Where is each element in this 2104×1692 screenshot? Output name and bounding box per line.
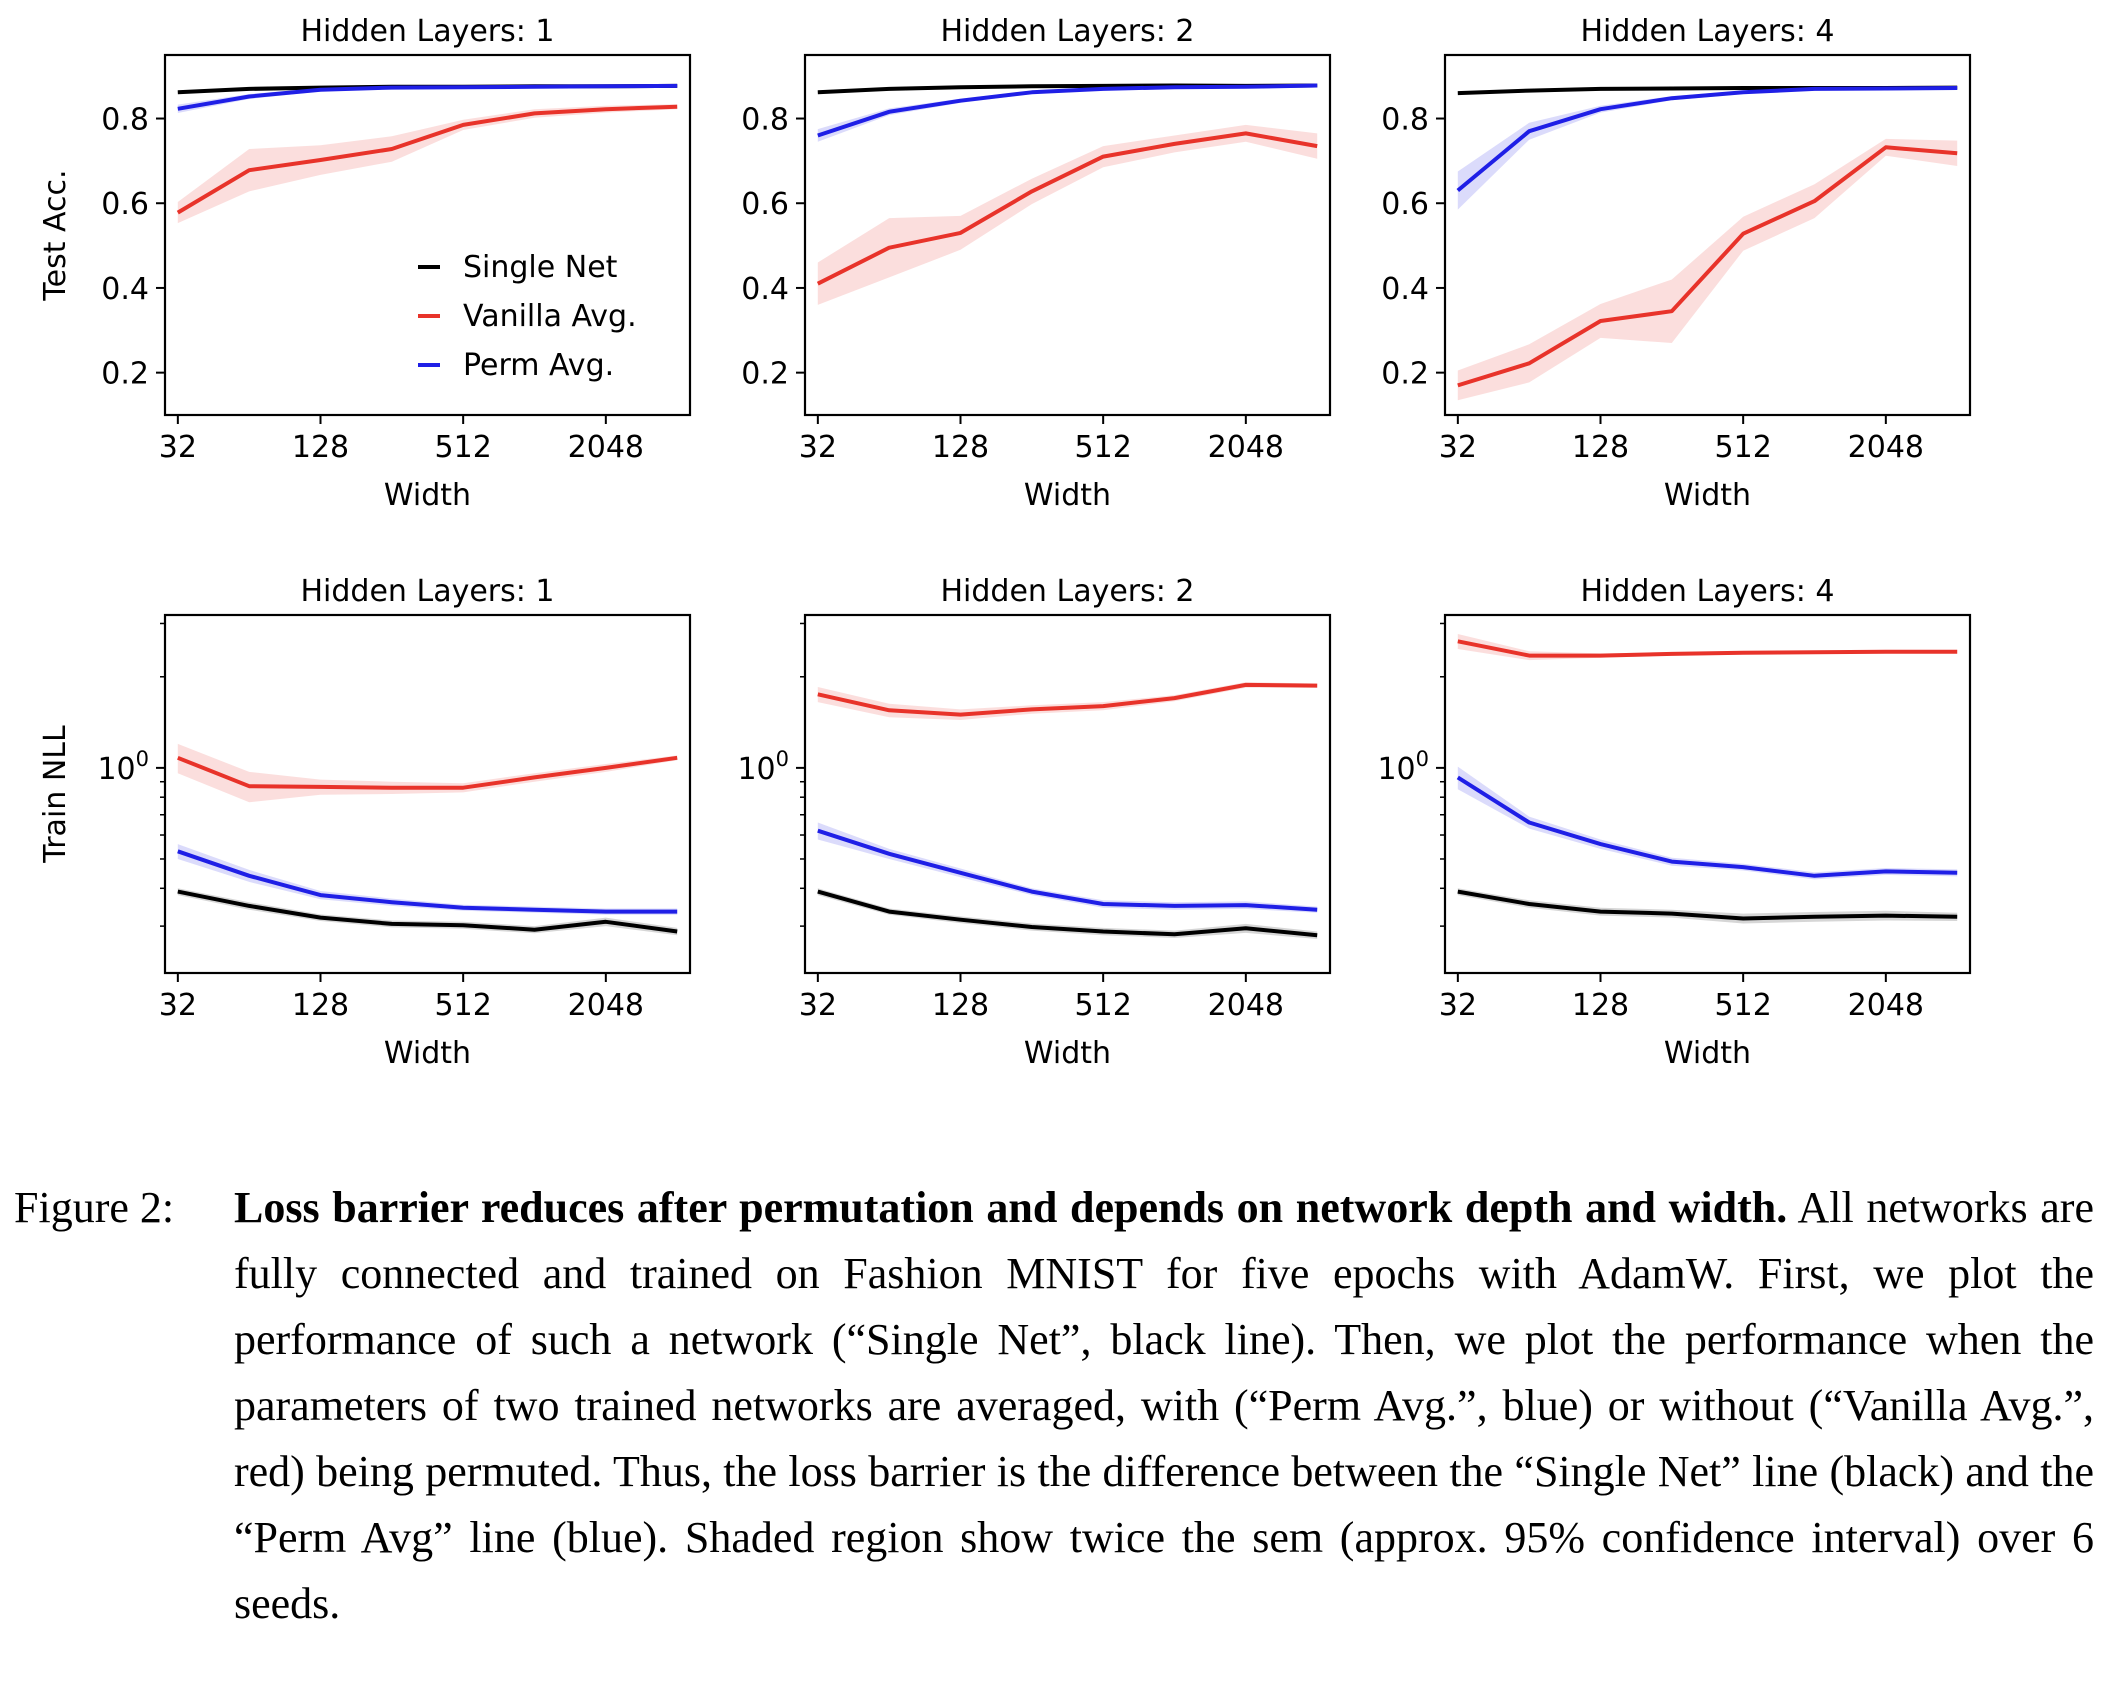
panel-title: Hidden Layers: 2 <box>941 574 1195 609</box>
x-axis-label: Width <box>1024 478 1111 513</box>
x-tick-label: 128 <box>932 988 989 1023</box>
band-vanilla-avg <box>177 743 678 803</box>
x-axis-label: Width <box>1664 478 1751 513</box>
panel-title: Hidden Layers: 2 <box>941 14 1195 49</box>
x-tick-label: 2048 <box>1848 430 1924 465</box>
legend-label: Perm Avg. <box>463 348 614 383</box>
y-tick-label: 0.4 <box>1381 272 1429 307</box>
panel-1: Hidden Layers: 1 32 128 512 2048 Width 0.2 0.4 0… <box>38 14 692 513</box>
y-tick-label: 0.2 <box>1381 357 1429 392</box>
y-axis-label: Train NLL <box>38 725 73 864</box>
x-tick-label: 2048 <box>568 430 644 465</box>
panel-title: Hidden Layers: 1 <box>301 574 555 609</box>
line-perm-avg <box>177 83 678 111</box>
band-perm-avg <box>817 822 1318 913</box>
x-axis-label: Width <box>384 478 471 513</box>
x-tick-label: 512 <box>435 988 492 1023</box>
y-tick-label: 100 <box>737 747 789 787</box>
legend: Single Net Vanilla Avg. Perm Avg. <box>418 250 637 383</box>
line-vanilla-avg <box>817 682 1318 717</box>
legend-label: Vanilla Avg. <box>463 299 637 334</box>
x-tick-label: 128 <box>932 430 989 465</box>
y-tick-label: 100 <box>1377 747 1429 787</box>
line-vanilla-avg <box>177 755 678 790</box>
x-tick-label: 512 <box>1075 988 1132 1023</box>
x-tick-label: 32 <box>799 430 837 465</box>
y-tick-label: 0.2 <box>101 357 149 392</box>
line-perm-avg <box>817 83 1318 138</box>
y-tick-label: 0.8 <box>741 103 789 138</box>
x-tick-label: 32 <box>159 988 197 1023</box>
line-single-net <box>1457 889 1958 921</box>
axes-frame <box>803 613 1332 975</box>
axes-frame <box>163 53 692 417</box>
band-vanilla-avg <box>177 104 678 224</box>
caption-title: Loss barrier reduces after permutation a… <box>234 1183 1788 1232</box>
x-tick-label: 128 <box>1572 988 1629 1023</box>
y-tick-label: 0.6 <box>1381 187 1429 222</box>
panel-5: Hidden Layers: 2 32 128 512 2048 Width 100 <box>737 574 1332 1071</box>
x-tick-label: 32 <box>1439 430 1477 465</box>
x-tick-label: 128 <box>292 988 349 1023</box>
line-perm-avg <box>1456 86 1958 193</box>
line-single-net <box>817 889 1318 938</box>
band-vanilla-avg <box>817 682 1318 720</box>
x-tick-label: 32 <box>1439 988 1477 1023</box>
axes-frame <box>803 53 1332 417</box>
x-axis-label: Width <box>1024 1036 1111 1071</box>
panel-4: Hidden Layers: 1 32 128 512 2048 Width 100 Trai… <box>38 574 692 1071</box>
x-tick-label: 2048 <box>1208 988 1284 1023</box>
line-vanilla-avg <box>176 104 678 215</box>
axes-frame <box>163 613 692 975</box>
band-perm-avg <box>1457 86 1958 210</box>
axes-frame <box>1443 53 1972 417</box>
x-tick-label: 128 <box>292 430 349 465</box>
figure-grid: Hidden Layers: 1 32 128 512 2048 Width 0.2 0.4 0… <box>38 14 1972 1071</box>
y-tick-label: 0.8 <box>1381 103 1429 138</box>
line-perm-avg <box>1456 775 1958 878</box>
y-axis-label: Test Acc. <box>38 169 73 301</box>
y-tick-label: 0.6 <box>741 187 789 222</box>
x-tick-label: 128 <box>1572 430 1629 465</box>
line-vanilla-avg <box>1457 145 1958 388</box>
panel-2: Hidden Layers: 2 32 128 512 2048 Width 0.2 0.4 0… <box>741 14 1332 513</box>
band-vanilla-avg <box>817 124 1318 305</box>
caption-body: All networks are fully connected and tra… <box>234 1183 2094 1628</box>
x-tick-label: 512 <box>1715 430 1772 465</box>
panel-title: Hidden Layers: 4 <box>1581 14 1835 49</box>
y-tick-label: 0.4 <box>741 272 789 307</box>
x-tick-label: 32 <box>159 430 197 465</box>
axes-frame <box>1443 613 1972 975</box>
x-tick-label: 512 <box>1075 430 1132 465</box>
x-axis-label: Width <box>384 1036 471 1071</box>
line-single-net <box>177 889 678 934</box>
y-tick-label: 0.2 <box>741 357 789 392</box>
panel-title: Hidden Layers: 4 <box>1581 574 1835 609</box>
panel-6: Hidden Layers: 4 32 128 512 2048 Width 100 <box>1377 574 1972 1071</box>
line-vanilla-avg <box>816 131 1318 286</box>
line-vanilla-avg <box>1457 639 1958 658</box>
legend-label: Single Net <box>463 250 618 285</box>
band-perm-avg <box>177 844 678 915</box>
x-axis-label: Width <box>1664 1036 1751 1071</box>
x-tick-label: 512 <box>435 430 492 465</box>
x-tick-label: 2048 <box>1848 988 1924 1023</box>
x-tick-label: 2048 <box>1208 430 1284 465</box>
panel-3: Hidden Layers: 4 32 128 512 2048 Width 0.2 0.4 0… <box>1381 14 1972 513</box>
y-tick-label: 0.6 <box>101 187 149 222</box>
line-perm-avg <box>817 828 1318 912</box>
x-tick-label: 512 <box>1715 988 1772 1023</box>
y-tick-label: 0.8 <box>101 103 149 138</box>
line-perm-avg <box>177 849 678 914</box>
panel-title: Hidden Layers: 1 <box>301 14 555 49</box>
y-tick-label: 100 <box>97 747 149 787</box>
caption-text: Loss barrier reduces after permutation a… <box>234 1175 2094 1637</box>
x-tick-label: 2048 <box>568 988 644 1023</box>
y-tick-label: 0.4 <box>101 272 149 307</box>
caption-label: Figure 2: <box>14 1183 175 1232</box>
x-tick-label: 32 <box>799 988 837 1023</box>
